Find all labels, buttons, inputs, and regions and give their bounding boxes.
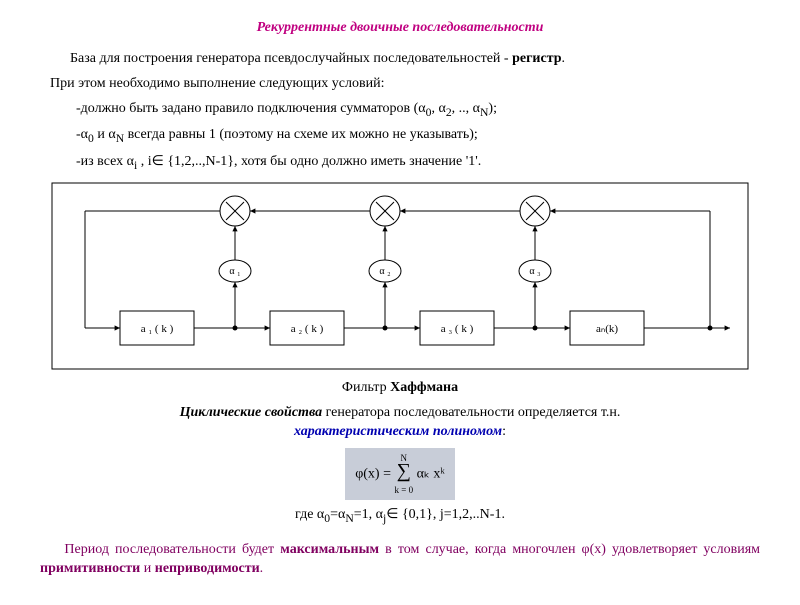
huffman-filter-diagram: α ₁ α ₂ α ₃ a ₁ ( k ) a ₂ ( k ) a ₃ ( k ) aₙ(k…	[50, 181, 750, 371]
c1alpha2: α	[438, 101, 445, 116]
sum-sym: ∑	[397, 460, 411, 482]
condition-3: -из всех αi , i∈ {1,2,..,N-1}, хотя бы о…	[88, 153, 760, 174]
condition-2: -α0 и αN всегда равны 1 (поэтому на схем…	[88, 126, 760, 147]
intro-para: База для построения генератора псевдослу…	[40, 50, 760, 69]
svg-text:a ₁ ( k ): a ₁ ( k )	[141, 323, 174, 335]
c2b: и	[94, 127, 109, 142]
w-sN: N	[345, 512, 353, 525]
p-g: .	[260, 561, 264, 576]
cap-b: Хаффмана	[390, 380, 458, 395]
where-para: где α0=αN=1, αj∈ {0,1}, j=1,2,..N-1.	[40, 506, 760, 527]
c1alphaN: α	[473, 101, 480, 116]
sum-bot: k = 0	[395, 484, 414, 496]
svg-text:α ₂: α ₂	[379, 266, 390, 277]
formula-rhs: αₖ xᵏ	[413, 466, 445, 481]
c2alphaN: α	[108, 127, 115, 142]
w-b: =1,	[354, 507, 376, 522]
c3alpha: α	[127, 154, 134, 169]
conditions-header: При этом необходимо выполнение следующих…	[50, 75, 760, 94]
p-c: в том случае, когда многочлен φ(x) удовл…	[379, 542, 760, 557]
cyclic-para: Циклические свойства генератора последов…	[40, 404, 760, 442]
p-a: Период последовательности будет	[64, 542, 280, 557]
formula-box: φ(x) = N∑k = 0 αₖ xᵏ	[345, 448, 455, 500]
c2sN: N	[116, 132, 124, 145]
w-c: ∈ {0,1}, j=1,2,..N-1.	[386, 507, 505, 522]
svg-text:a ₂ ( k ): a ₂ ( k )	[291, 323, 324, 335]
svg-text:a ₃ ( k ): a ₃ ( k )	[441, 323, 474, 335]
intro-prefix: База для построения генератора псевдослу…	[70, 51, 512, 66]
p-d: примитивности	[40, 561, 140, 576]
svg-text:α ₃: α ₃	[529, 266, 540, 277]
intro-suffix: .	[562, 51, 566, 66]
sum-symbol: N∑k = 0	[395, 452, 414, 496]
cyclic-d: :	[502, 424, 506, 439]
c1a: -должно быть задано правило подключения …	[76, 101, 418, 116]
p-b: максимальным	[280, 542, 379, 557]
formula-row: φ(x) = N∑k = 0 αₖ xᵏ	[40, 448, 760, 500]
w-eq: =	[330, 507, 338, 522]
w-alj: α	[376, 507, 383, 522]
w-a: где	[295, 507, 317, 522]
c1alpha: α	[418, 101, 425, 116]
p-f: неприводимости	[155, 561, 260, 576]
c1d: , ..,	[452, 101, 473, 116]
svg-text:aₙ(k): aₙ(k)	[596, 323, 618, 335]
condition-1: -должно быть задано правило подключения …	[88, 100, 760, 121]
p-e: и	[140, 561, 155, 576]
c2alpha0: α	[81, 127, 88, 142]
c3b: , i∈ {1,2,..,N-1}, хотя бы одно должно и…	[137, 154, 481, 169]
c2c: всегда равны 1 (поэтому на схеме их можн…	[124, 127, 478, 142]
c3a: -из всех	[76, 154, 127, 169]
cyclic-a: Циклические свойства	[180, 405, 323, 420]
intro-bold: регистр	[512, 51, 561, 66]
cyclic-b: генератора последовательности определяет…	[322, 405, 620, 420]
diagram-caption: Фильтр Хаффмана	[40, 379, 760, 398]
page-title: Рекуррентные двоичные последовательности	[40, 20, 760, 36]
period-para: Период последовательности будет максимал…	[40, 541, 760, 579]
c1e: );	[488, 101, 497, 116]
formula-lhs: φ(x) =	[355, 466, 394, 481]
cap-a: Фильтр	[342, 380, 390, 395]
cyclic-c: характеристическим полиномом	[294, 424, 502, 439]
svg-text:α ₁: α ₁	[229, 266, 240, 277]
